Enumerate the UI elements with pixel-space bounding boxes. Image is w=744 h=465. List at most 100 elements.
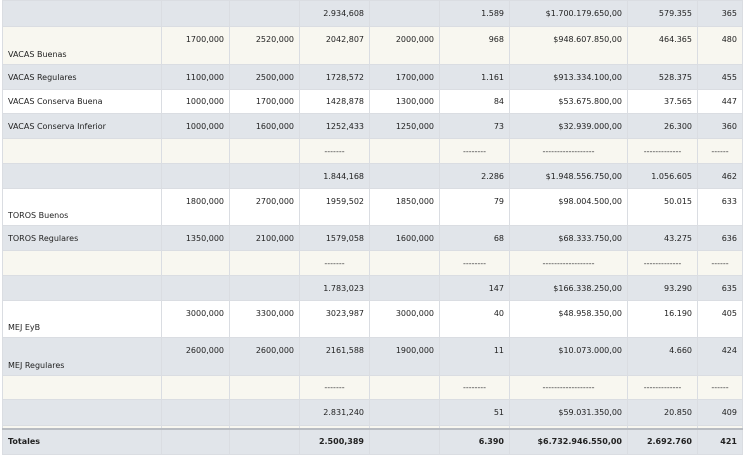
cell-avg-price: 1959,502 — [299, 188, 370, 226]
cell-total-amount: $913.334.100,00 — [509, 64, 628, 90]
cell-total-kg: 2.692.760 — [627, 427, 698, 455]
cell-total-kg: 20.850 — [627, 399, 698, 426]
cell-avg-kg: 447 — [697, 89, 743, 114]
cell-avg-price: 1252,433 — [299, 113, 370, 139]
cell-min-price — [161, 0, 230, 27]
cell-avg-price: ------- — [299, 250, 370, 276]
cell-total-kg: ------------- — [627, 250, 698, 276]
cell-avg-price: 2.831,240 — [299, 399, 370, 426]
cell-total-amount: $48.958.350,00 — [509, 300, 628, 338]
cell-mode-price: 1850,000 — [369, 188, 440, 226]
cell-total-kg: 26.300 — [627, 113, 698, 139]
cell-total-amount: $10.073.000,00 — [509, 337, 628, 376]
cell-category-label: VACAS Conserva Buena — [2, 89, 162, 114]
cell-max-price — [229, 138, 300, 164]
cell-mode-price — [369, 275, 440, 301]
cell-max-price — [229, 0, 300, 27]
cell-category-label — [2, 250, 162, 276]
cell-avg-kg: 360 — [697, 113, 743, 139]
cell-head-count: 79 — [439, 188, 510, 226]
table-row: ------- -------- ------------------ -------… — [2, 250, 743, 276]
cell-head-count: -------- — [439, 250, 510, 276]
cell-mode-price: 2000,000 — [369, 26, 440, 65]
cell-avg-price: ------- — [299, 138, 370, 164]
cell-max-price: 2500,000 — [229, 64, 300, 90]
cell-avg-price: 2.500,389 — [299, 427, 370, 455]
cell-category-label: VACAS Buenas — [2, 26, 162, 65]
cell-total-kg: ------------- — [627, 375, 698, 400]
cell-total-amount: $1.948.556.750,00 — [509, 163, 628, 189]
cell-avg-kg: ------ — [697, 375, 743, 400]
cell-head-count: 73 — [439, 113, 510, 139]
cell-avg-kg: ------ — [697, 138, 743, 164]
cell-head-count: 51 — [439, 399, 510, 426]
table-row: TOROS Buenos 1800,000 2700,000 1959,502 1850… — [2, 188, 743, 226]
cell-category-label — [2, 375, 162, 400]
cell-avg-price: 2161,588 — [299, 337, 370, 376]
cell-mode-price — [369, 163, 440, 189]
cell-max-price — [229, 275, 300, 301]
cell-avg-kg: 421 — [697, 427, 743, 455]
table-row: MEJ EyB 3000,000 3300,000 3023,987 3000,000 4… — [2, 300, 743, 338]
cell-category-label — [2, 163, 162, 189]
cell-avg-kg: 636 — [697, 225, 743, 251]
cell-min-price — [161, 375, 230, 400]
cell-max-price: 2700,000 — [229, 188, 300, 226]
cell-total-amount: $166.338.250,00 — [509, 275, 628, 301]
table-row: 2.831,240 51 $59.031.350,00 20.850 409 — [2, 399, 743, 426]
cell-mode-price: 1300,000 — [369, 89, 440, 114]
cell-head-count: 40 — [439, 300, 510, 338]
cell-avg-price: 1728,572 — [299, 64, 370, 90]
cell-avg-price: 1.844,168 — [299, 163, 370, 189]
cell-mode-price — [369, 427, 440, 455]
table-row: VACAS Regulares 1100,000 2500,000 1728,572 1… — [2, 64, 743, 90]
cell-total-amount: $948.607.850,00 — [509, 26, 628, 65]
cell-head-count: 968 — [439, 26, 510, 65]
cattle-table: 2.934,608 1.589 $1.700.179.650,00 579.355 36… — [2, 0, 743, 455]
cell-mode-price — [369, 375, 440, 400]
cell-max-price: 2600,000 — [229, 337, 300, 376]
cell-avg-kg: 462 — [697, 163, 743, 189]
cell-avg-price: ------- — [299, 375, 370, 400]
cell-mode-price: 3000,000 — [369, 300, 440, 338]
cell-total-kg: ------------- — [627, 138, 698, 164]
cell-mode-price: 1700,000 — [369, 64, 440, 90]
table-row: TOROS Regulares 1350,000 2100,000 1579,058 1… — [2, 225, 743, 251]
cell-total-amount: ------------------ — [509, 138, 628, 164]
cell-total-kg: 93.290 — [627, 275, 698, 301]
table-row: 1.783,023 147 $166.338.250,00 93.290 635 — [2, 275, 743, 301]
cell-total-kg: 1.056.605 — [627, 163, 698, 189]
cell-category-label: MEJ EyB — [2, 300, 162, 338]
cell-avg-kg: 480 — [697, 26, 743, 65]
cell-max-price — [229, 250, 300, 276]
cell-total-kg: 4.660 — [627, 337, 698, 376]
cell-category-label — [2, 0, 162, 27]
table-row: VACAS Buenas 1700,000 2520,000 2042,807 2000… — [2, 26, 743, 65]
cell-min-price: 2600,000 — [161, 337, 230, 376]
cell-total-amount: ------------------ — [509, 250, 628, 276]
cell-max-price — [229, 399, 300, 426]
cell-min-price — [161, 427, 230, 455]
cell-category-label: VACAS Regulares — [2, 64, 162, 90]
cell-total-kg: 43.275 — [627, 225, 698, 251]
cell-category-label — [2, 275, 162, 301]
cell-total-kg: 579.355 — [627, 0, 698, 27]
cell-min-price — [161, 250, 230, 276]
cell-mode-price: 1600,000 — [369, 225, 440, 251]
cell-max-price: 2520,000 — [229, 26, 300, 65]
table-row: 1.844,168 2.286 $1.948.556.750,00 1.056.605… — [2, 163, 743, 189]
cell-max-price: 3300,000 — [229, 300, 300, 338]
cell-total-amount: $1.700.179.650,00 — [509, 0, 628, 27]
cell-min-price: 3000,000 — [161, 300, 230, 338]
table-row: VACAS Conserva Inferior 1000,000 1600,000 1… — [2, 113, 743, 139]
cell-min-price — [161, 275, 230, 301]
cell-avg-price: 1.783,023 — [299, 275, 370, 301]
cell-avg-kg: 455 — [697, 64, 743, 90]
cell-head-count: 2.286 — [439, 163, 510, 189]
cell-avg-kg: 365 — [697, 0, 743, 27]
cell-min-price — [161, 399, 230, 426]
cell-category-label: Totales — [2, 427, 162, 455]
cell-head-count: 1.161 — [439, 64, 510, 90]
cell-mode-price: 1250,000 — [369, 113, 440, 139]
cell-mode-price — [369, 0, 440, 27]
